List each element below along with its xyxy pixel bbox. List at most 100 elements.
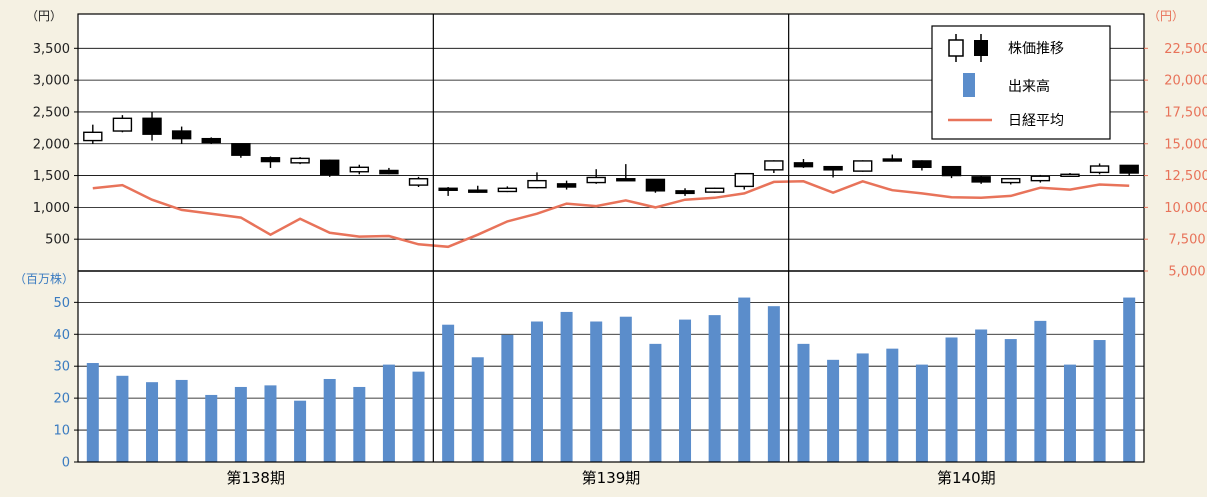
candle xyxy=(1060,173,1080,177)
candle xyxy=(497,186,518,193)
volume-bar xyxy=(708,315,721,462)
volume-bar xyxy=(175,379,188,462)
volume-bar xyxy=(412,371,425,462)
candle xyxy=(645,178,666,193)
candle-body-down xyxy=(468,189,488,193)
candle-body-up xyxy=(408,178,429,186)
candle-body-down xyxy=(616,178,636,182)
candle-body-up xyxy=(1030,175,1051,182)
candle-body-down xyxy=(793,162,814,168)
candle xyxy=(260,156,281,168)
volume-bar xyxy=(1093,340,1106,462)
volume-tick-label: 30 xyxy=(53,360,70,375)
right-tick-label: 5,000 xyxy=(1168,265,1205,280)
candle xyxy=(319,159,340,177)
left-tick-label: 3,000 xyxy=(33,74,70,89)
candle xyxy=(1001,178,1021,185)
volume-bar xyxy=(590,321,603,462)
candle-body-down xyxy=(1119,164,1139,174)
volume-bars xyxy=(86,297,1136,462)
volume-bar xyxy=(501,334,514,462)
candle xyxy=(704,187,725,193)
right-tick-label: 22,500 xyxy=(1164,42,1207,57)
left-tick-label: 2,000 xyxy=(33,137,70,152)
candle xyxy=(83,124,103,144)
candle xyxy=(201,137,221,144)
right-tick-label: 12,500 xyxy=(1164,169,1207,184)
volume-bar xyxy=(471,357,484,462)
candle xyxy=(142,111,162,141)
volume-bar xyxy=(886,348,899,462)
legend-candle-icon xyxy=(948,34,988,62)
left-tick-label: 500 xyxy=(45,233,70,248)
volume-tick-label: 50 xyxy=(53,296,70,311)
candle-body-up xyxy=(83,131,103,142)
volume-bar xyxy=(915,364,928,462)
candle xyxy=(112,115,133,133)
left-tick-label: 2,500 xyxy=(33,105,70,120)
left-axis-unit: （円） xyxy=(26,9,62,23)
candle-body-down xyxy=(231,143,251,156)
volume-bar xyxy=(1034,320,1047,462)
candle xyxy=(616,164,636,182)
candle-body-up xyxy=(1089,165,1110,174)
candle xyxy=(379,167,399,175)
right-tick-label: 15,000 xyxy=(1164,137,1207,152)
right-tick-label: 10,000 xyxy=(1164,201,1207,216)
candle-body-down xyxy=(438,187,458,191)
volume-bar xyxy=(738,297,751,462)
candle-body-down xyxy=(142,117,162,135)
candle-body-up xyxy=(852,160,873,172)
candle-body-down xyxy=(882,158,903,162)
volume-bar xyxy=(442,324,455,462)
candle-body-down xyxy=(912,160,932,168)
volume-bar xyxy=(86,363,99,462)
period-label: 第139期 xyxy=(582,469,641,487)
volume-bar xyxy=(353,386,366,462)
volume-tick-label: 20 xyxy=(53,392,70,407)
volume-bar xyxy=(797,343,810,462)
volume-bar xyxy=(649,343,662,462)
candle xyxy=(823,165,843,178)
candle-body-up xyxy=(704,187,725,193)
volume-bar xyxy=(827,359,840,462)
candle-body-down xyxy=(645,178,666,192)
volume-bar xyxy=(679,319,692,462)
candle-body-up xyxy=(527,179,547,189)
left-tick-label: 1,000 xyxy=(33,201,70,216)
legend-nikkei-label: 日経平均 xyxy=(1008,113,1064,129)
volume-bar xyxy=(1063,364,1076,462)
candle-body-down xyxy=(171,130,192,140)
plot-border xyxy=(77,13,1145,463)
volume-bar xyxy=(1004,339,1017,462)
legend-volume-icon xyxy=(963,73,975,97)
candle-body-up xyxy=(734,172,754,188)
candle xyxy=(764,160,784,174)
left-tick-label: 1,500 xyxy=(33,169,70,184)
volume-bar xyxy=(560,311,573,462)
candle xyxy=(971,175,991,184)
candle-body-down xyxy=(941,165,962,177)
candle xyxy=(408,176,429,188)
volume-bar xyxy=(530,321,543,462)
volume-tick-label: 40 xyxy=(53,328,70,343)
candle xyxy=(852,160,873,172)
left-tick-label: 3,500 xyxy=(33,42,70,57)
candle-body-up xyxy=(764,160,784,171)
volume-bar xyxy=(234,386,247,462)
volume-bar xyxy=(116,375,129,462)
legend: 株価推移 出来高 日経平均 xyxy=(931,25,1111,140)
candle-body-down xyxy=(823,165,843,171)
x-axis-periods: 第138期 第139期 第140期 xyxy=(226,469,995,487)
volume-bar xyxy=(1123,297,1136,462)
candle-body-up xyxy=(290,157,310,164)
candle xyxy=(1119,164,1139,176)
nikkei-line xyxy=(92,179,1130,249)
candle xyxy=(527,172,547,189)
volume-bar xyxy=(294,400,307,462)
candle xyxy=(171,126,192,144)
candle xyxy=(1089,163,1110,175)
candle xyxy=(349,164,370,175)
